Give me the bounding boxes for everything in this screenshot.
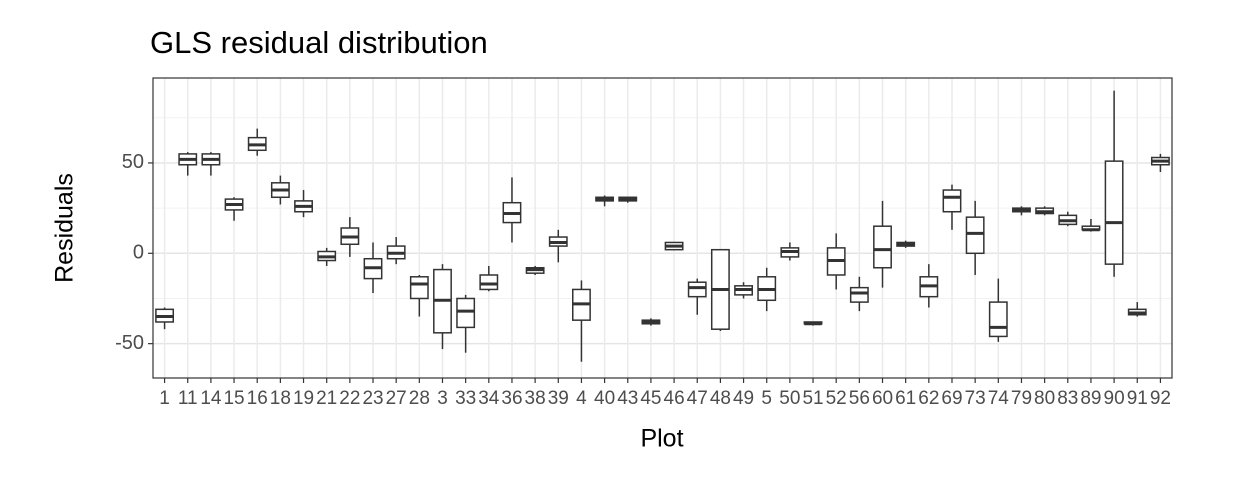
x-tick-label: 11 — [178, 388, 198, 409]
x-tick-label: 60 — [872, 388, 893, 409]
x-tick-label: 38 — [525, 388, 546, 409]
x-tick-label: 56 — [849, 388, 870, 409]
x-tick-label: 39 — [548, 388, 569, 409]
x-axis-label: Plot — [640, 425, 683, 453]
y-tick-label: -50 — [115, 332, 144, 354]
x-tick-label: 33 — [455, 388, 476, 409]
x-tick-label: 91 — [1127, 388, 1148, 409]
x-tick-label: 40 — [594, 388, 615, 409]
x-tick-label: 79 — [1011, 388, 1032, 409]
x-tick-label: 43 — [617, 388, 638, 409]
x-tick-label: 51 — [802, 388, 823, 409]
x-tick-label: 49 — [733, 388, 754, 409]
x-tick-label: 47 — [687, 388, 708, 409]
x-tick-label: 27 — [386, 388, 407, 409]
grid — [153, 78, 1172, 378]
x-tick-label: 89 — [1080, 388, 1101, 409]
x-tick-label: 34 — [478, 388, 500, 409]
x-tick-label: 18 — [270, 388, 291, 409]
x-tick-label: 16 — [247, 388, 268, 409]
box — [1104, 160, 1124, 265]
box — [873, 225, 892, 269]
box — [942, 189, 962, 213]
box — [687, 281, 707, 298]
x-tick-label: 46 — [664, 388, 685, 409]
box — [456, 297, 476, 329]
x-tick-label: 19 — [293, 388, 314, 409]
x-tick-label: 5 — [761, 388, 772, 409]
x-tick-label: 14 — [200, 388, 222, 409]
x-tick-label: 90 — [1104, 388, 1125, 409]
box — [849, 286, 869, 303]
box — [479, 274, 499, 291]
box — [988, 301, 1008, 338]
box — [965, 216, 985, 255]
x-tick-label: 36 — [501, 388, 522, 409]
x-tick-label: 48 — [710, 388, 731, 409]
box — [409, 276, 429, 300]
x-tick-label: 3 — [437, 388, 448, 409]
x-tick-label: 45 — [640, 388, 661, 409]
x-tick-label: 22 — [339, 388, 360, 409]
x-tick-label: 83 — [1057, 388, 1078, 409]
panel-border — [152, 77, 1173, 379]
y-tick-label: 0 — [133, 242, 144, 264]
x-tick-label: 73 — [965, 388, 986, 409]
x-tick-label: 50 — [779, 388, 800, 409]
chart-title: GLS residual distribution — [150, 25, 488, 60]
x-tick-label: 1 — [159, 388, 170, 409]
x-tick-label: 92 — [1150, 388, 1171, 409]
x-tick-label: 74 — [988, 388, 1010, 409]
x-tick-label: 61 — [895, 388, 916, 409]
y-axis-label: Residuals — [51, 173, 79, 283]
x-tick-label: 4 — [576, 388, 587, 409]
x-tick-label: 23 — [362, 388, 383, 409]
plot-area — [155, 90, 1170, 362]
x-tick-label: 21 — [316, 388, 337, 409]
x-tick-label: 28 — [409, 388, 430, 409]
x-tick-label: 80 — [1034, 388, 1055, 409]
x-tick-label: 62 — [918, 388, 939, 409]
y-tick-label: 50 — [122, 151, 144, 173]
x-tick-label: 52 — [826, 388, 847, 409]
x-tick-label: 69 — [941, 388, 962, 409]
x-tick-label: 15 — [223, 388, 244, 409]
